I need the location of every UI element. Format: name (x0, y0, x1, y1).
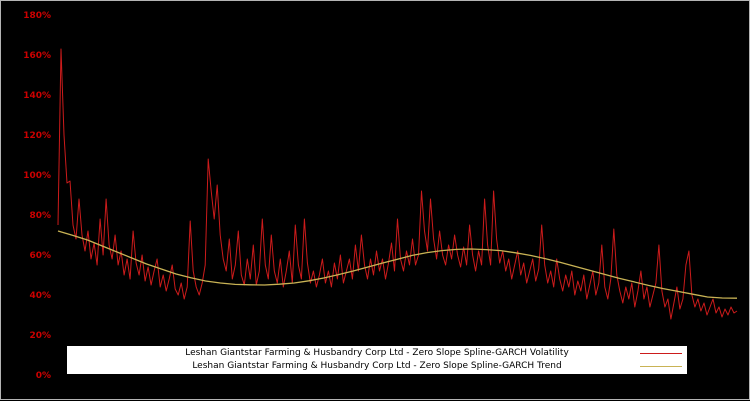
legend-item-volatility: Leshan Giantstar Farming & Husbandry Cor… (67, 347, 687, 360)
legend-label-volatility: Leshan Giantstar Farming & Husbandry Cor… (185, 348, 569, 358)
legend-line-sample-trend (640, 366, 682, 367)
y-tick-label: 0% (36, 371, 51, 381)
y-tick-label: 20% (29, 331, 51, 341)
volatility-line (57, 48, 738, 320)
legend-line-sample-volatility (640, 353, 682, 354)
chart-legend: Leshan Giantstar Farming & Husbandry Cor… (67, 346, 687, 374)
y-tick-label: 140% (23, 91, 51, 101)
y-tick-label: 120% (23, 131, 51, 141)
y-tick-label: 160% (23, 51, 51, 61)
legend-label-trend: Leshan Giantstar Farming & Husbandry Cor… (192, 361, 562, 371)
legend-item-trend: Leshan Giantstar Farming & Husbandry Cor… (67, 360, 687, 373)
y-tick-label: 80% (29, 211, 51, 221)
y-tick-label: 180% (23, 11, 51, 21)
trend-line (57, 230, 738, 299)
y-tick-label: 100% (23, 171, 51, 181)
y-tick-label: 60% (29, 251, 51, 261)
y-tick-label: 40% (29, 291, 51, 301)
